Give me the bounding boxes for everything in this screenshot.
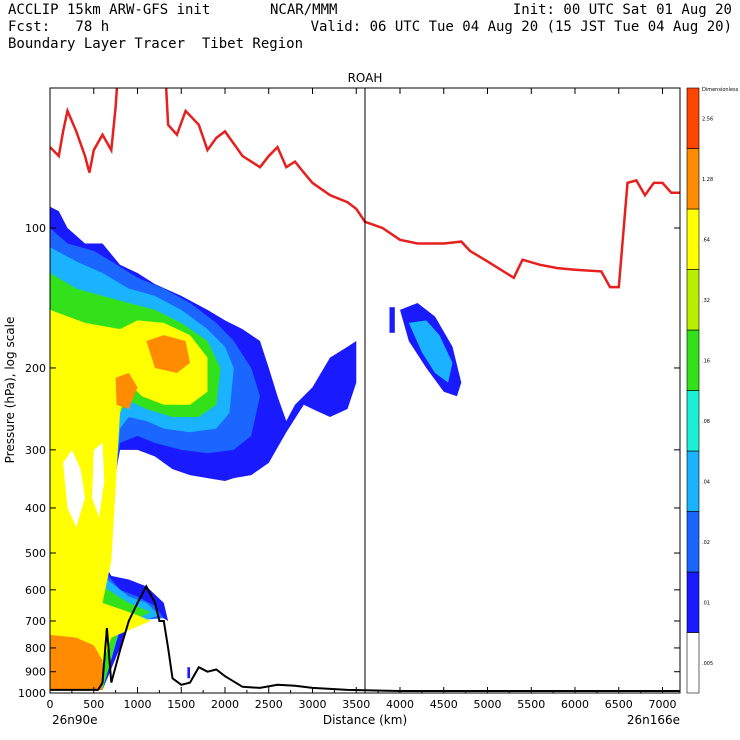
tropopause-line bbox=[50, 88, 680, 289]
x-tick-label-4500: 4500 bbox=[430, 698, 458, 711]
x-tick-label-500: 500 bbox=[83, 698, 104, 711]
tracer-region-11 bbox=[187, 667, 190, 679]
forecast-hour: Fcst: 78 h bbox=[8, 19, 110, 35]
valid-time: Valid: 06 UTC Tue 04 Aug 20 (15 JST Tue … bbox=[310, 19, 732, 35]
colorbar-swatch-6 bbox=[686, 269, 700, 331]
x-tick-label-5500: 5500 bbox=[517, 698, 545, 711]
colorbar-label-1: .01 bbox=[702, 600, 710, 606]
y-tick-label-1000: 1000 bbox=[18, 687, 46, 700]
x-tick-label-3000: 3000 bbox=[299, 698, 327, 711]
plot-frame bbox=[49, 87, 681, 694]
terrain-line bbox=[50, 584, 680, 692]
colorbar-swatch-1 bbox=[686, 571, 700, 633]
y-tick-label-800: 800 bbox=[25, 642, 46, 655]
tracer-region-7 bbox=[115, 373, 138, 409]
y-tick-label-500: 500 bbox=[25, 547, 46, 560]
colorbar-label-3: .04 bbox=[702, 479, 710, 485]
colorbar-label-7: .64 bbox=[702, 237, 710, 243]
colorbar-label-10: Dimensionless bbox=[702, 87, 739, 93]
y-tick-label-600: 600 bbox=[25, 584, 46, 597]
colorbar-swatch-4 bbox=[686, 390, 700, 452]
x-tick-label-2000: 2000 bbox=[211, 698, 239, 711]
x-end-label: 26n166e bbox=[627, 713, 680, 727]
organization-label: NCAR/MMM bbox=[270, 2, 338, 18]
x-tick-label-2500: 2500 bbox=[255, 698, 283, 711]
colorbar-swatch-0 bbox=[686, 632, 700, 694]
init-time: Init: 00 UTC Sat 01 Aug 20 bbox=[512, 2, 732, 18]
colorbar-swatch-3 bbox=[686, 450, 700, 512]
chart-title: ROAH bbox=[348, 71, 383, 85]
y-axis-label: Pressure (hPa), log scale bbox=[3, 317, 17, 464]
colorbar-label-2: .02 bbox=[702, 540, 710, 546]
x-tick-label-7000: 7000 bbox=[649, 698, 677, 711]
x-tick-label-3500: 3500 bbox=[342, 698, 370, 711]
colorbar-swatch-7 bbox=[686, 208, 700, 270]
x-start-label: 26n90e bbox=[52, 713, 98, 727]
colorbar-label-0: .005 bbox=[702, 661, 713, 667]
model-title: ACCLIP 15km ARW-GFS init bbox=[8, 2, 211, 18]
y-tick-label-400: 400 bbox=[25, 502, 46, 515]
colorbar-swatch-5 bbox=[686, 329, 700, 391]
x-tick-label-4000: 4000 bbox=[386, 698, 414, 711]
colorbar-swatch-2 bbox=[686, 511, 700, 573]
x-tick-label-6500: 6500 bbox=[605, 698, 633, 711]
colorbar-label-6: .32 bbox=[702, 298, 710, 304]
x-tick-label-1000: 1000 bbox=[124, 698, 152, 711]
y-tick-label-700: 700 bbox=[25, 615, 46, 628]
y-tick-label-100: 100 bbox=[25, 222, 46, 235]
y-tick-label-900: 900 bbox=[25, 666, 46, 679]
tracer-region-4 bbox=[50, 309, 208, 690]
field-description: Boundary Layer Tracer Tibet Region bbox=[8, 36, 304, 52]
tracer-region-6 bbox=[146, 335, 190, 373]
colorbar-swatch-9 bbox=[686, 87, 700, 149]
colorbar-label-8: 1.28 bbox=[702, 177, 713, 183]
colorbar-label-5: .16 bbox=[702, 358, 710, 364]
x-tick-label-6000: 6000 bbox=[561, 698, 589, 711]
colorbar: .005 .01 .02 .04 .08 .16 .32 .64 1.28 2.56 Dimensi… bbox=[686, 87, 739, 694]
tracer-region-5 bbox=[50, 634, 103, 690]
x-tick-label-0: 0 bbox=[47, 698, 54, 711]
colorbar-label-9: 2.56 bbox=[702, 116, 713, 122]
y-tick-label-300: 300 bbox=[25, 444, 46, 457]
x-axis-label: Distance (km) bbox=[323, 713, 407, 727]
colorbar-swatch-8 bbox=[686, 148, 700, 210]
tracer-region-10 bbox=[389, 307, 395, 333]
y-tick-label-200: 200 bbox=[25, 362, 46, 375]
x-tick-label-5000: 5000 bbox=[474, 698, 502, 711]
tracer-region-12 bbox=[63, 449, 85, 528]
tracer-region-9 bbox=[408, 320, 453, 383]
tracer-region-13 bbox=[92, 443, 105, 518]
x-tick-label-1500: 1500 bbox=[167, 698, 195, 711]
colorbar-label-4: .08 bbox=[702, 419, 710, 425]
